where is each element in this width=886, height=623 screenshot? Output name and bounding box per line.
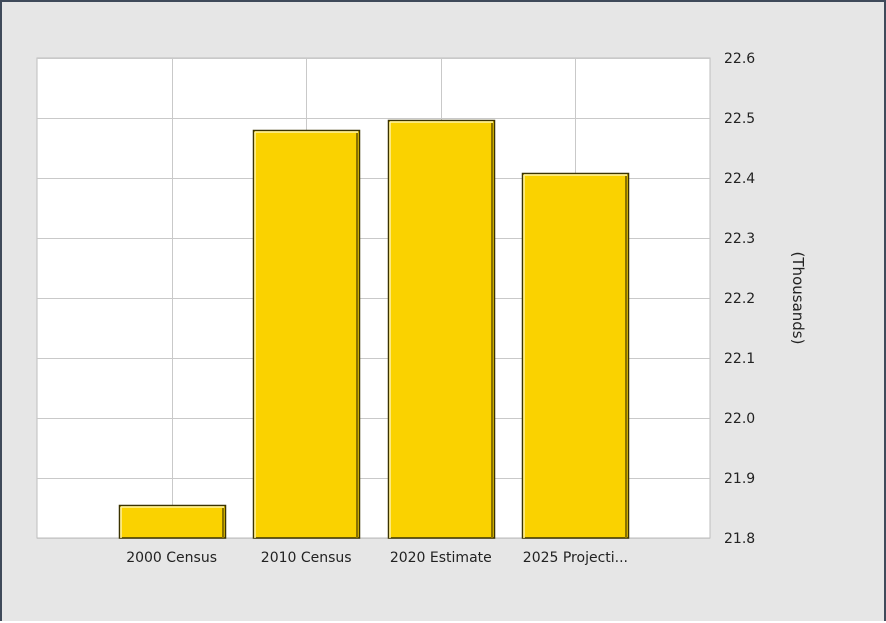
y-tick-label: 21.9 (724, 471, 755, 487)
y-tick-label: 22.4 (724, 171, 755, 187)
y-tick-label: 22.0 (724, 411, 755, 427)
x-category-label: 2000 Census (126, 550, 217, 566)
bar (521, 172, 630, 539)
y-tick-label: 21.8 (724, 531, 755, 547)
bar (387, 119, 496, 539)
y-tick-label: 22.2 (724, 291, 755, 307)
bar (252, 129, 361, 539)
bars (118, 119, 630, 539)
y-tick-label: 22.3 (724, 231, 755, 247)
y-axis-ticks: 22.6 22.5 22.4 22.3 22.2 22.1 22.0 21.9 21.8 (724, 51, 755, 547)
bar-body (387, 119, 496, 539)
y-tick-label: 22.5 (724, 111, 755, 127)
x-axis-categories: 2000 Census 2010 Census 2020 Estimate 2025 … (126, 550, 628, 566)
x-category-label: 2025 Projecti... (523, 550, 628, 566)
bar-body (252, 129, 361, 539)
bar-body (521, 172, 630, 539)
y-tick-label: 22.6 (724, 51, 755, 67)
x-category-label: 2010 Census (261, 550, 352, 566)
bar (118, 504, 227, 539)
x-category-label: 2020 Estimate (390, 550, 492, 566)
y-tick-label: 22.1 (724, 351, 755, 367)
y-axis-title: (Thousands) (789, 252, 807, 345)
bar-body (118, 504, 227, 539)
